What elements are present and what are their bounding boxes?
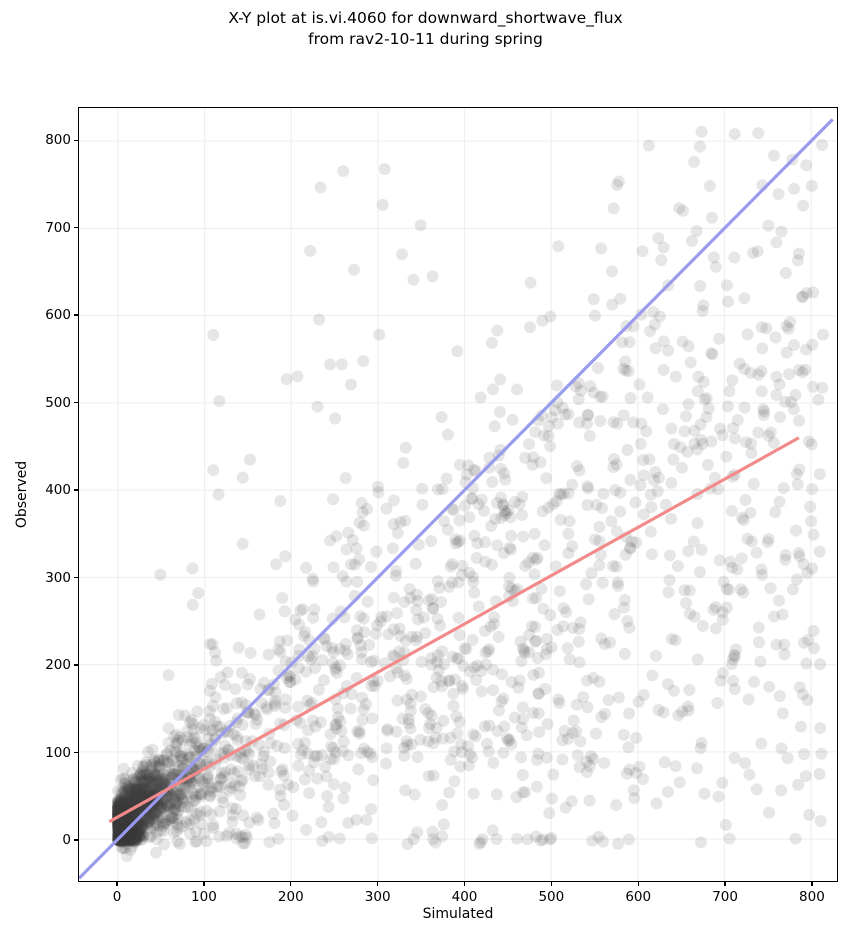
y-tick-label: 100 (45, 744, 71, 761)
plot-area[interactable] (78, 107, 838, 882)
y-tick-label: 700 (45, 219, 71, 236)
y-tick-label: 600 (45, 307, 71, 324)
x-tick-label: 0 (112, 889, 122, 905)
y-tick-label: 800 (45, 132, 71, 149)
x-axis-label: Simulated (422, 906, 494, 922)
x-tick-label: 500 (538, 889, 565, 905)
x-tick-mark (203, 882, 205, 886)
x-tick-label: 300 (364, 889, 391, 905)
x-tick-mark (116, 882, 118, 886)
y-tick-label: 500 (45, 394, 71, 411)
x-tick-label: 700 (712, 889, 738, 905)
x-tick-mark (637, 882, 639, 886)
y-tick-label: 200 (45, 657, 71, 674)
x-tick-label: 600 (625, 889, 652, 905)
y-axis-label: Observed (14, 460, 30, 529)
x-tick-label: 100 (191, 889, 217, 905)
x-tick-mark (290, 882, 292, 886)
y-tick-label: 0 (62, 832, 71, 848)
y-tick-label: 300 (45, 569, 71, 586)
x-tick-mark (811, 882, 813, 886)
y-tick-label: 400 (45, 482, 71, 499)
scatter-layer (79, 118, 834, 880)
x-tick-mark (463, 882, 466, 886)
x-tick-mark (550, 882, 553, 886)
x-tick-mark (724, 882, 726, 886)
x-tick-label: 200 (277, 889, 304, 905)
x-tick-label: 400 (451, 889, 478, 905)
x-tick-label: 800 (799, 889, 825, 905)
chart-title: X-Y plot at is.vi.4060 for downward_shor… (228, 9, 623, 48)
x-tick-mark (376, 882, 379, 886)
